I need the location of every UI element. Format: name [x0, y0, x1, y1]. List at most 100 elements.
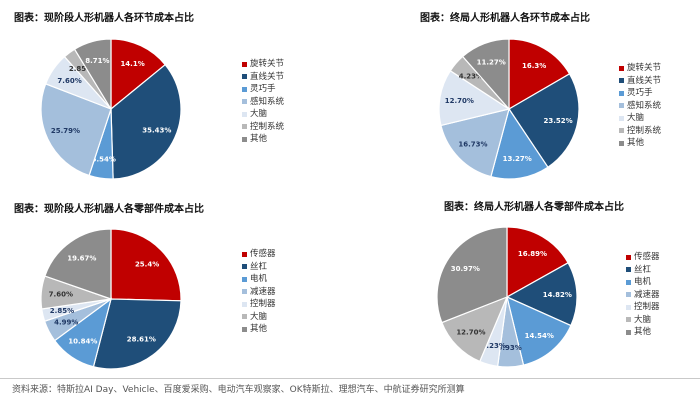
pie-slice-2 [505, 261, 578, 327]
pie-slice-2 [92, 298, 182, 370]
slice-data-label: 30.97% [451, 265, 480, 273]
legend-item: 减速器 [242, 286, 276, 299]
legend-label: 丝杠 [634, 264, 652, 275]
slice-data-label: 2.85% [50, 307, 74, 315]
slice-data-label: 4.99% [54, 319, 78, 327]
slice-data-label: 4.23% [459, 73, 483, 81]
legend-label: 减速器 [634, 289, 660, 300]
legend-swatch [626, 254, 631, 260]
legend: 旋转关节 直线关节 灵巧手 感知系统 大脑 控制系统 其他 [242, 58, 284, 146]
legend-label: 控制系统 [250, 121, 285, 132]
source-note: 资料来源：特斯拉AI Day、Vehicle、百度爱采购、电动汽车观察家、OK特… [12, 385, 465, 395]
legend-item: 大脑 [242, 108, 284, 121]
legend-swatch [242, 314, 247, 320]
legend-item: 灵巧手 [619, 87, 661, 100]
legend-item: 电机 [242, 273, 276, 286]
legend-item: 其他 [242, 323, 276, 336]
pie-slice-4 [40, 83, 112, 177]
legend-label: 灵巧手 [250, 84, 276, 94]
pie-slice-7 [44, 228, 112, 300]
pie-slice-3 [490, 107, 549, 180]
legend-label: 控制器 [634, 302, 660, 312]
slice-data-label: 25.4% [135, 260, 159, 268]
pie-chart: 14.1% 35.43% 5.54% 25.79% 7.60% 2.85%8.71% [40, 38, 182, 180]
legend-item: 传感器 [626, 251, 660, 264]
legend-swatch [242, 264, 247, 270]
chart-title: 图表：终局人形机器人各环节成本占比 [420, 13, 590, 24]
slice-data-label: 12.70% [445, 97, 474, 105]
slice-data-label: 11.27% [477, 58, 506, 66]
legend-label: 感知系统 [250, 96, 285, 107]
slice-data-label: 5.93% [497, 344, 521, 352]
legend-label: 其他 [250, 324, 268, 334]
legend-item: 控制器 [626, 301, 660, 314]
slice-data-label: 5.54% [92, 155, 116, 163]
legend: 传感器丝杠 电机 减速器控制器大脑其他 [242, 248, 276, 336]
legend-item: 大脑 [619, 112, 661, 125]
legend-swatch [242, 301, 247, 307]
legend-swatch [242, 289, 247, 295]
legend-label: 旋转关节 [250, 59, 285, 69]
slice-data-label: 7.60% [57, 77, 81, 85]
legend-item: 传感器 [242, 248, 276, 261]
slice-data-label: 14.1% [120, 60, 144, 68]
legend-swatch [242, 61, 247, 67]
legend-label: 丝杠 [250, 261, 268, 272]
legend-swatch [242, 326, 247, 332]
pie-slice-4 [440, 108, 510, 178]
slice-data-label: 16.73% [458, 141, 487, 149]
legend-item: 其他 [619, 137, 661, 150]
pie-slice-7 [461, 38, 510, 111]
legend-label: 控制器 [250, 299, 276, 309]
legend-swatch [619, 90, 624, 96]
legend-item: 感知系统 [242, 96, 284, 109]
legend-label: 旋转关节 [627, 63, 662, 73]
pie-chart: 25.4% 28.61% 10.84% 4.99% 2.85% 7.60% 19.67% [40, 228, 182, 370]
legend-item: 控制器 [242, 298, 276, 311]
legend-label: 传感器 [250, 249, 276, 259]
legend-label: 传感器 [634, 252, 660, 262]
pie-slice-7 [436, 226, 508, 324]
legend-label: 大脑 [250, 109, 268, 119]
pie-slice-1 [508, 38, 571, 111]
legend-item: 控制系统 [619, 125, 661, 138]
pie-chart: 16.3% 23.52% 13.27% 16.73% 12.70% 4.23% 11.27% [438, 38, 580, 180]
legend-swatch [626, 267, 631, 273]
legend-item: 其他 [626, 326, 660, 339]
legend-swatch [619, 140, 624, 146]
legend-label: 其他 [634, 327, 652, 337]
legend-swatch [619, 78, 624, 84]
legend-label: 大脑 [627, 113, 645, 123]
legend-swatch [626, 292, 631, 298]
legend-swatch [242, 124, 247, 130]
legend-label: 其他 [250, 134, 268, 144]
pie-slice-5 [438, 69, 511, 127]
legend-item: 控制系统 [242, 121, 284, 134]
legend-item: 大脑 [242, 311, 276, 324]
legend-swatch [242, 99, 247, 105]
pie-slice-7 [73, 38, 112, 112]
pie-slice-1 [506, 226, 569, 299]
legend-swatch [626, 304, 631, 310]
legend-swatch [242, 276, 247, 282]
legend-label: 直线关节 [627, 75, 662, 86]
slice-data-label: 23.52% [544, 117, 573, 125]
pie-slice-1 [110, 38, 167, 111]
legend-label: 控制系统 [627, 125, 662, 136]
legend-item: 减速器 [626, 289, 660, 302]
legend-swatch [619, 115, 624, 121]
legend-label: 大脑 [250, 311, 268, 322]
legend-swatch [619, 65, 624, 71]
slice-data-label: 14.82% [543, 291, 572, 299]
legend-swatch [242, 136, 247, 142]
pie-slice-2 [110, 63, 182, 180]
legend: 传感器 丝杠 电机 减速器 控制器 大脑 其他 [626, 251, 660, 339]
legend-label: 减速器 [250, 286, 276, 297]
legend-swatch [619, 103, 624, 109]
legend-swatch [242, 111, 247, 117]
legend-item: 丝杠 [626, 264, 660, 277]
slice-data-label: 28.61% [127, 336, 156, 344]
legend-swatch [242, 86, 247, 92]
slice-data-label: 7.60% [49, 291, 73, 299]
legend-item: 旋转关节 [242, 58, 284, 71]
